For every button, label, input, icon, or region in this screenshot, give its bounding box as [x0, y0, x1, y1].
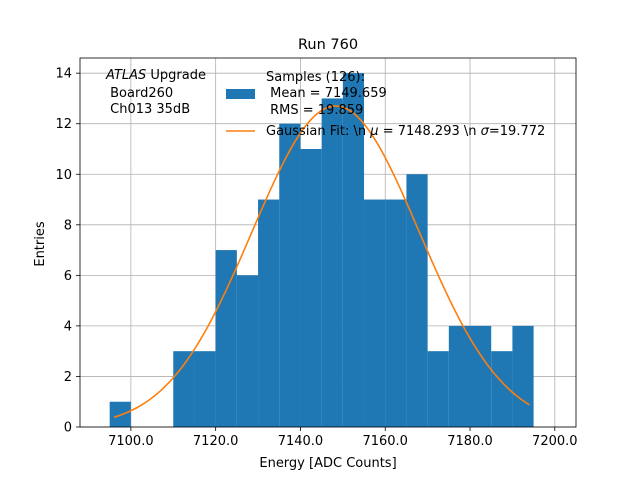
x-tick-label: 7100.0: [108, 434, 154, 449]
legend: Samples (126): Mean = 7149.659 RMS = 19.…: [226, 70, 545, 139]
histogram-bar: [279, 123, 301, 427]
histogram-bar: [406, 174, 428, 427]
legend-fit-sigma-value: =19.772: [489, 124, 545, 139]
y-tick-label: 0: [64, 421, 72, 436]
histogram-bar: [173, 351, 195, 427]
histogram-bar: [470, 325, 492, 427]
annotation: ATLAS Upgrade Board260 Ch013 35dB: [105, 68, 206, 117]
y-axis-ticks: 0 2 4 6 8 10 12 14: [55, 67, 80, 436]
annotation-line-2: Board260: [106, 86, 173, 101]
legend-hist-line-2: Mean = 7149.659: [266, 86, 387, 101]
histogram-bar: [491, 351, 513, 427]
gaussian-fit-curve: [113, 105, 530, 419]
histogram-bar: [194, 351, 216, 427]
histogram-bar: [342, 73, 365, 428]
annotation-line-3: Ch013 35dB: [106, 102, 190, 117]
y-tick-label: 2: [64, 370, 72, 385]
x-axis-ticks: 7100.0 7120.0 7140.0 7160.0 7180.0 7200.0: [108, 427, 578, 449]
x-axis-label: Energy [ADC Counts]: [259, 456, 396, 471]
legend-hist-swatch: [226, 89, 255, 99]
annotation-rest: Upgrade: [146, 68, 206, 83]
histogram-bar: [427, 351, 449, 427]
histogram-bar: [300, 148, 322, 427]
y-tick-label: 8: [64, 218, 72, 233]
histogram-bar: [258, 199, 280, 427]
histogram-bar: [448, 325, 471, 427]
legend-fit-mu-value: = 7148.293 \n: [379, 124, 481, 139]
histogram-bar: [512, 325, 534, 427]
legend-hist-line-3: RMS = 19.859: [266, 103, 363, 118]
x-tick-label: 7180.0: [447, 434, 493, 449]
legend-hist-line-1: Samples (126):: [266, 70, 365, 85]
x-tick-label: 7200.0: [532, 434, 578, 449]
annotation-italic: ATLAS: [105, 68, 146, 83]
legend-fit-mu: μ: [369, 124, 378, 139]
legend-fit-sigma: σ: [481, 124, 490, 139]
chart-title: Run 760: [298, 37, 358, 53]
legend-fit-label: Gaussian Fit: \n μ = 7148.293 \n σ=19.77…: [266, 124, 545, 139]
histogram-bar: [364, 199, 386, 427]
x-tick-label: 7140.0: [278, 434, 324, 449]
histogram-bar: [215, 250, 237, 427]
histogram-bar: [321, 98, 343, 427]
legend-fit-prefix: Gaussian Fit: \n: [266, 124, 370, 139]
y-tick-label: 12: [55, 117, 72, 132]
y-axis-label: Entries: [33, 221, 48, 267]
y-tick-label: 10: [55, 168, 72, 183]
histogram-bar: [236, 275, 259, 427]
x-tick-label: 7160.0: [362, 434, 408, 449]
plot-frame: [79, 57, 577, 428]
y-tick-label: 14: [55, 67, 72, 82]
histogram-bar: [385, 199, 407, 427]
x-tick-label: 7120.0: [193, 434, 239, 449]
y-tick-label: 4: [64, 319, 72, 334]
y-tick-label: 6: [64, 269, 72, 284]
histogram-bars: [109, 73, 534, 428]
annotation-line-1: ATLAS Upgrade: [105, 68, 206, 83]
